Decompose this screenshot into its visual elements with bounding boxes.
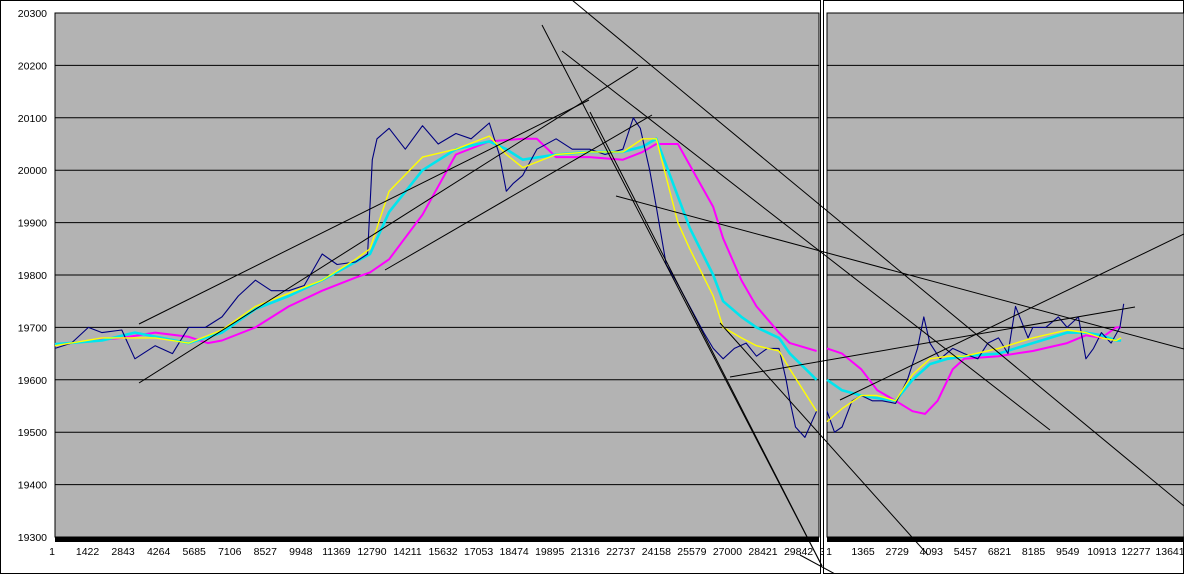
x-axis-bar: [827, 537, 1184, 542]
series-line-ma-short: [826, 329, 1122, 423]
x-tick-label: 1422: [76, 546, 100, 558]
trendline: [384, 114, 653, 271]
x-axis-bar: [55, 537, 819, 542]
x-tick-label: 8185: [1022, 546, 1046, 558]
x-tick-label: 2729: [886, 546, 910, 558]
trendline: [799, 554, 836, 574]
y-tick-label: 20200: [18, 60, 47, 72]
y-tick-label: 20300: [18, 8, 47, 20]
x-tick-label: 27000: [713, 546, 742, 558]
y-tick-label: 19500: [18, 427, 47, 439]
x-tick-label: 1: [826, 546, 832, 558]
x-tick-label: 28421: [748, 546, 777, 558]
trendline: [571, 0, 1184, 507]
y-tick-label: 19400: [18, 480, 47, 492]
x-tick-label: 21316: [571, 546, 600, 558]
x-tick-label: 2843: [111, 546, 135, 558]
x-tick-label: 11369: [322, 546, 351, 558]
series-line-price: [54, 117, 818, 438]
trendline: [719, 322, 929, 556]
y-tick-label: 19600: [18, 375, 47, 387]
x-tick-label: 25579: [677, 546, 706, 558]
x-tick-label: 10913: [1087, 546, 1116, 558]
y-tick-label: 19900: [18, 218, 47, 230]
series-line-ma-long: [54, 137, 817, 352]
y-tick-label: 20000: [18, 165, 47, 177]
x-tick-label: 5685: [183, 546, 207, 558]
left-chart: 19300 19400 19500 19600 19700 19800 19900 20000…: [0, 0, 849, 574]
x-tick-label: 4264: [147, 546, 171, 558]
x-tick-label: 9549: [1056, 546, 1080, 558]
x-tick-label: 22737: [606, 546, 635, 558]
x-tick-label: 12790: [357, 546, 386, 558]
x-tick-label: 24158: [642, 546, 671, 558]
trendline: [138, 99, 590, 325]
x-tick-label: 15632: [428, 546, 457, 558]
y-tick-label: 19300: [18, 532, 47, 544]
trendlines: [138, 0, 1184, 574]
x-tick-label: 29842: [784, 546, 813, 558]
x-tick-label: 14211: [393, 546, 422, 558]
x-tick-label: 12277: [1121, 546, 1150, 558]
x-tick-label: 18474: [500, 546, 529, 558]
x-tick-label: 17053: [464, 546, 493, 558]
series-line-ma-long: [826, 326, 1122, 415]
trendline: [615, 195, 1184, 350]
x-tick-label: 8527: [254, 546, 278, 558]
trendline: [541, 24, 823, 567]
x-tick-label: 7106: [218, 546, 242, 558]
right-chart: 1 1365 2729 4093 5457 6821 8185 9549 10913 12277 1…: [823, 0, 1184, 574]
y-tick-label: 19700: [18, 322, 47, 334]
trendline: [729, 306, 1136, 378]
trendline: [589, 111, 823, 567]
x-tick-label: 1365: [851, 546, 875, 558]
x-tick-label: 19895: [535, 546, 564, 558]
trendline: [561, 50, 1051, 431]
x-tick-label: 6821: [988, 546, 1012, 558]
x-tick-label: 13641: [1155, 546, 1184, 558]
y-tick-label: 20100: [18, 113, 47, 125]
x-tick-label: 9948: [289, 546, 313, 558]
y-tick-label: 19800: [18, 270, 47, 282]
x-tick-label: 4093: [920, 546, 944, 558]
x-tick-label: 5457: [954, 546, 978, 558]
series-line-price: [826, 303, 1125, 433]
trendline: [839, 233, 1184, 401]
x-tick-label: 1: [49, 546, 55, 558]
trendline: [138, 66, 639, 384]
